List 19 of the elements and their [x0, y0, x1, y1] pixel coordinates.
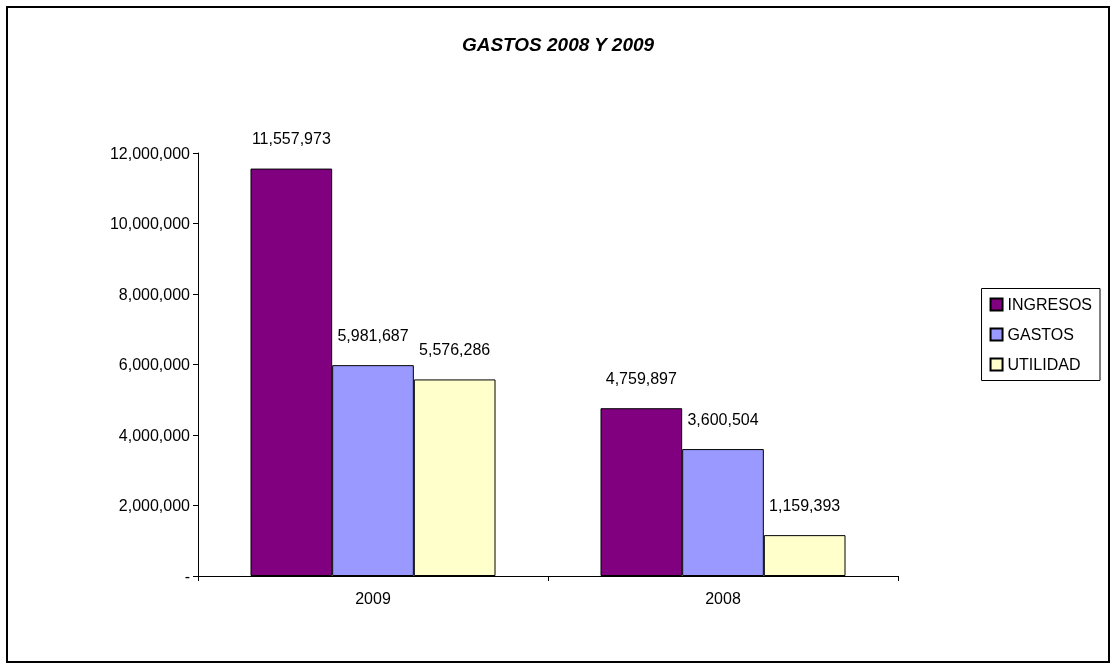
- data-label: 5,981,687: [337, 326, 409, 344]
- legend-label: UTILIDAD: [1007, 356, 1081, 373]
- legend-label: INGRESOS: [1007, 296, 1093, 313]
- data-label: 11,557,973: [251, 130, 331, 148]
- data-label: 5,576,286: [419, 340, 491, 358]
- legend-label: GASTOS: [1007, 326, 1074, 343]
- x-tick-label: 2008: [705, 589, 741, 607]
- y-tick-label: -: [184, 567, 190, 585]
- y-tick-label: 2,000,000: [118, 497, 191, 514]
- chart-title: GASTOS 2008 Y 2009: [461, 34, 655, 55]
- y-tick-label: 4,000,000: [118, 426, 191, 444]
- y-tick-label: 6,000,000: [118, 356, 191, 373]
- data-label: 1,159,393: [769, 496, 841, 514]
- y-tick-label: 10,000,000: [109, 215, 191, 232]
- y-tick-label: 12,000,000: [109, 144, 191, 162]
- x-tick-label: 2009: [355, 589, 391, 607]
- data-label: 4,759,897: [605, 369, 678, 387]
- data-label: 3,600,504: [687, 410, 759, 428]
- y-tick-label: 8,000,000: [118, 285, 191, 303]
